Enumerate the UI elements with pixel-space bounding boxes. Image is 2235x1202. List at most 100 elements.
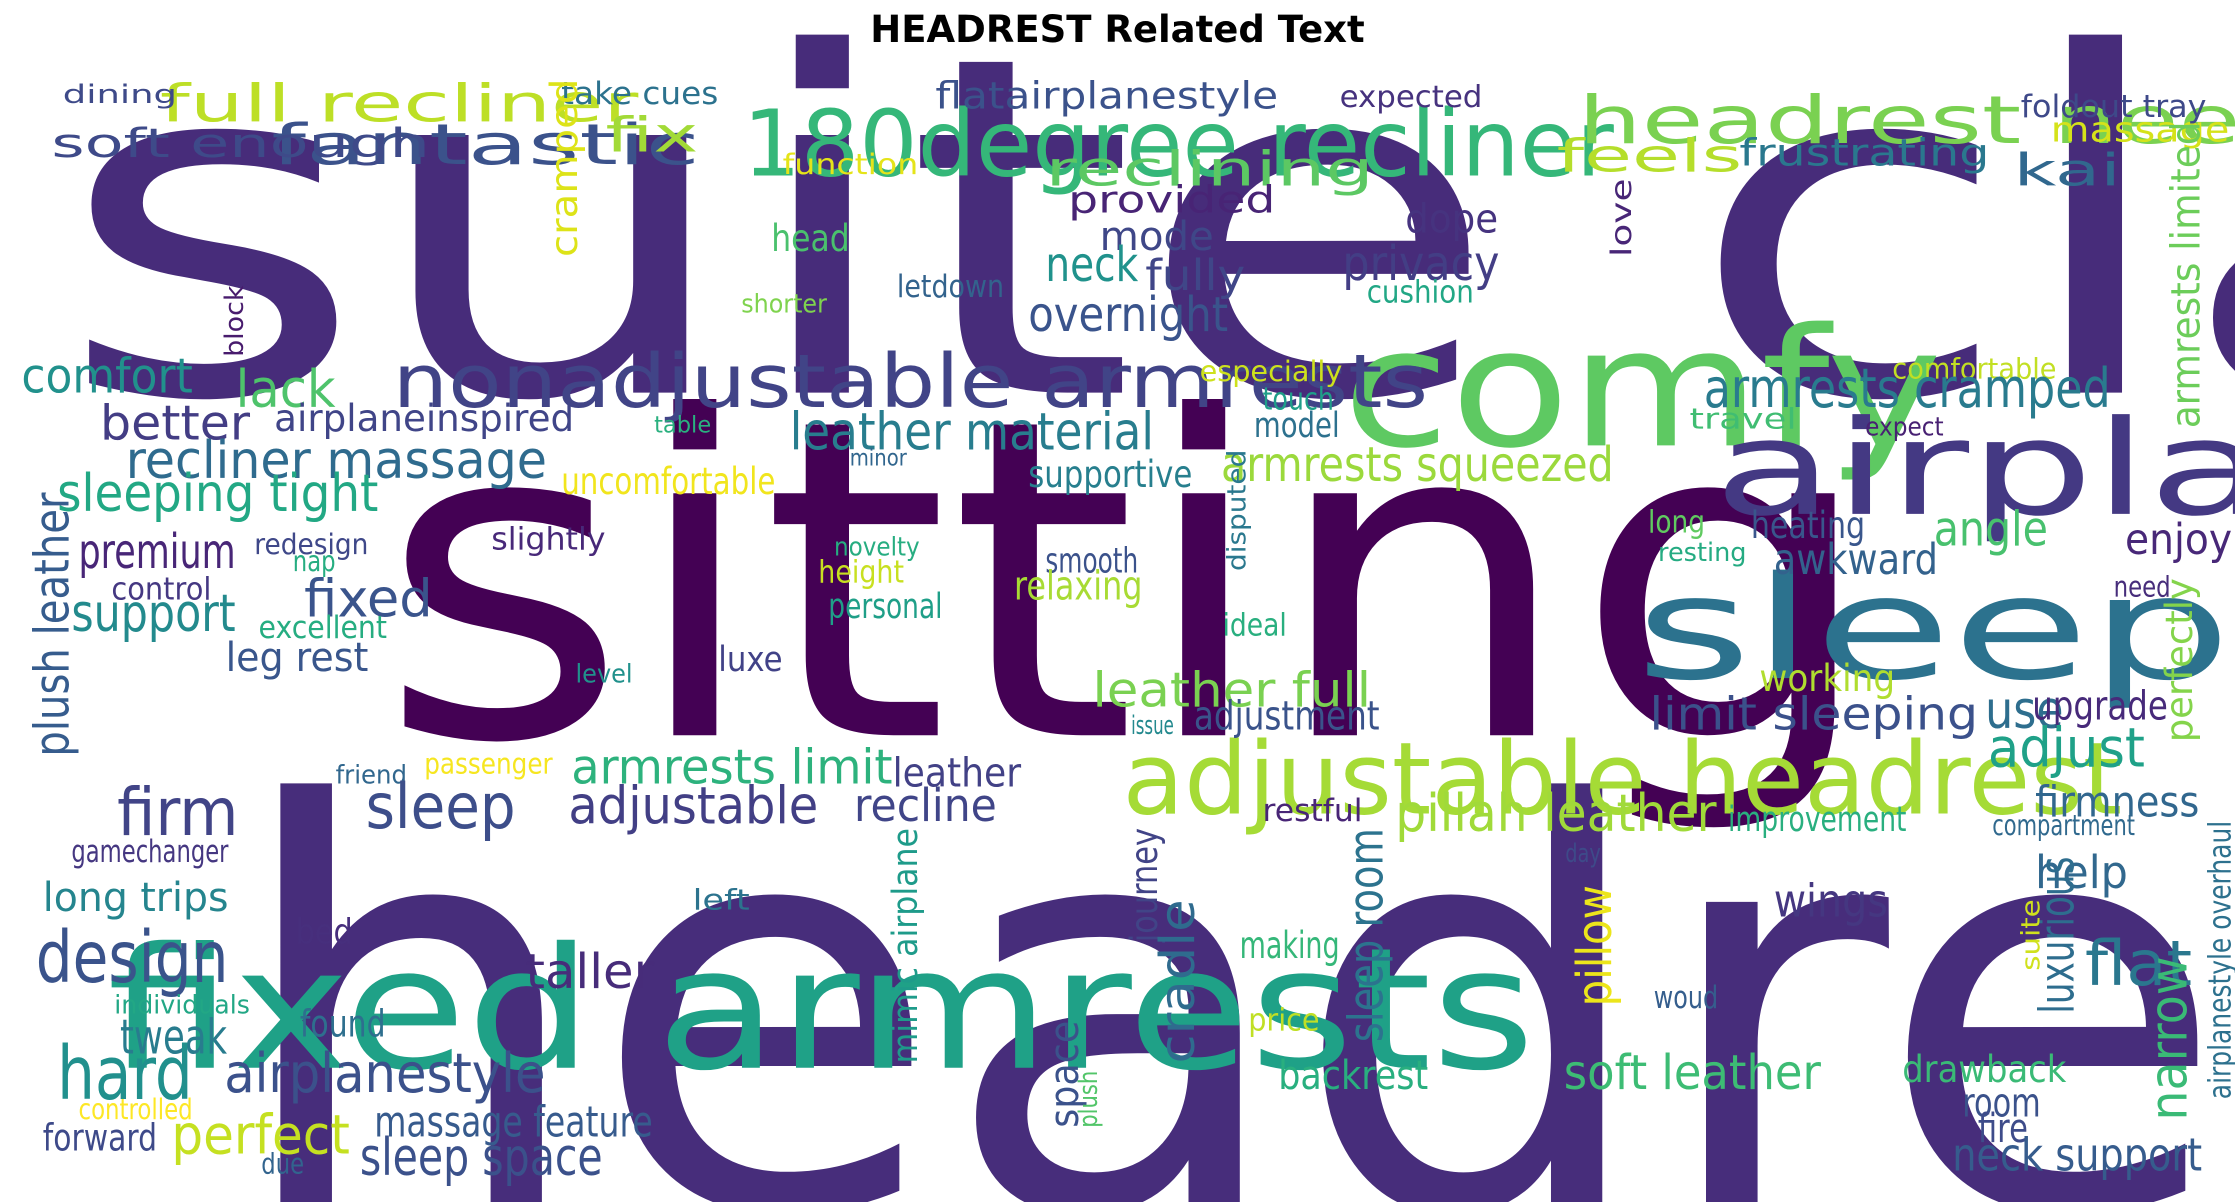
word-cloud-term: firmness — [2035, 778, 2199, 828]
word-cloud-term: expect — [1865, 412, 1944, 442]
word-cloud-term: excellent — [259, 610, 388, 646]
word-cloud-term: leather full — [1093, 663, 1372, 719]
word-cloud-term: headrest — [229, 690, 2235, 1202]
word-cloud-term: block — [220, 285, 250, 357]
word-cloud-term: bed — [296, 913, 353, 953]
word-cloud-term: touch — [1263, 382, 1334, 418]
word-cloud-term: restful — [1263, 793, 1363, 829]
word-cloud-term: suite — [2016, 899, 2046, 970]
word-cloud-term: leather — [893, 751, 1022, 797]
word-cloud-term: need — [2114, 570, 2171, 604]
word-cloud-term: perfectly — [2158, 578, 2201, 742]
word-cloud-term: suite class — [57, 0, 2235, 505]
word-cloud-term: sleep room — [1338, 828, 1394, 1042]
word-cloud-term: armrests limited — [2163, 121, 2209, 428]
word-cloud-term: provided — [1068, 179, 1275, 222]
word-cloud-term: sitting — [379, 325, 1879, 840]
word-cloud-term: novelty — [834, 532, 920, 562]
word-cloud-term: take cues — [561, 76, 718, 112]
word-cloud-term: luxe — [718, 640, 782, 680]
word-cloud-term: kai — [2014, 146, 2121, 197]
word-cloud-term: airplaneinspired — [274, 397, 574, 440]
word-cloud-term: massage feature — [374, 1097, 653, 1147]
word-cloud-term: neck — [1045, 237, 1138, 293]
word-cloud-term: due — [261, 1146, 304, 1180]
word-cloud-term: head — [771, 217, 850, 260]
word-cloud-term: limit sleeping — [1650, 688, 1979, 741]
word-cloud-term: left — [693, 882, 750, 916]
word-cloud-term: perfect — [171, 1104, 350, 1167]
word-cloud-term: ideal — [1223, 607, 1287, 643]
word-cloud-term: soft leather — [1564, 1045, 1821, 1101]
word-cloud-term: tweak — [120, 1010, 227, 1066]
word-cloud-term: pillah leather — [1395, 784, 1717, 844]
word-cloud-term: adjustable headrest — [1123, 721, 2123, 838]
word-cloud-term: airplanestyle overhaul — [2203, 821, 2235, 1099]
word-cloud-term: awkward — [1774, 535, 1938, 585]
word-cloud-term: day — [1565, 839, 1601, 869]
word-cloud-term: armrests squeezed — [1221, 437, 1614, 493]
word-cloud-term: fantastic — [271, 113, 699, 178]
word-cloud-term: enjoy — [2125, 515, 2232, 565]
word-cloud-term: taller — [526, 944, 655, 1000]
word-cloud-term: plush — [1074, 1071, 1104, 1128]
word-cloud-term: heating — [1751, 504, 1865, 547]
word-cloud-term: compartment — [1992, 808, 2135, 842]
chart-title: HEADREST Related Text — [870, 8, 1365, 51]
word-cloud-term: reclining — [1045, 142, 1374, 198]
word-cloud-term: recliner massage — [126, 431, 547, 491]
word-cloud-term: luxurious — [2030, 857, 2086, 1014]
word-cloud-term: slightly — [491, 522, 605, 558]
word-cloud-term: making — [1240, 924, 1340, 967]
word-cloud-term: working — [1759, 657, 1895, 700]
word-cloud-term: feels — [1557, 129, 1743, 182]
word-cloud-term: model — [1254, 406, 1340, 446]
word-cloud-term: backrest — [1278, 1053, 1428, 1099]
word-cloud-term: soft enough — [51, 121, 430, 167]
word-cloud-term: airplanestyle — [224, 1042, 545, 1105]
word-cloud-term: use — [1985, 681, 2064, 741]
word-cloud-term: adjustable — [568, 777, 818, 837]
word-cloud-term: fixed armrests — [107, 912, 1535, 1108]
word-cloud-term: massage — [2051, 110, 2230, 150]
word-cloud-term: expected — [1340, 80, 1483, 115]
word-cloud-term: comfortable — [1892, 351, 2056, 385]
word-cloud-term: headrest needs — [1578, 83, 2235, 159]
word-cloud-term: firm — [117, 775, 238, 851]
word-cloud-term: lack — [236, 360, 336, 420]
word-cloud-term: fixed — [304, 570, 433, 630]
word-cloud-term: flat — [2085, 927, 2192, 1000]
word-cloud-term: overnight — [1028, 287, 1228, 343]
word-cloud-term: gamechanger — [71, 834, 228, 870]
word-cloud-term: dope — [1405, 197, 1498, 243]
word-cloud-term: table — [654, 413, 711, 439]
word-cloud-term: leg rest — [226, 635, 369, 681]
word-cloud-term: travel — [1690, 401, 1797, 435]
word-cloud-term: adjust — [1988, 717, 2145, 780]
word-cloud-term: wings — [1774, 875, 1888, 928]
word-cloud-term: support — [71, 584, 235, 644]
word-cloud-term: improvement — [1728, 800, 1907, 840]
word-cloud-term: journey — [1123, 828, 1166, 943]
word-cloud-term: uncomfortable — [561, 460, 775, 503]
word-cloud-term: friend — [336, 761, 407, 791]
word-cloud-term: foldout tray — [2021, 89, 2207, 125]
word-cloud-term: help — [2035, 846, 2128, 899]
word-cloud-term: nonadjustable armrests — [393, 339, 1428, 425]
word-cloud-term: issue — [1131, 711, 1174, 741]
word-cloud-term: space — [1042, 1021, 1088, 1128]
word-cloud-term: comfy — [1342, 293, 1942, 484]
word-cloud-term: sleep space — [360, 1128, 603, 1188]
word-cloud-term: minor — [850, 445, 908, 471]
word-cloud-term: control — [111, 572, 211, 608]
word-cloud-term: function — [783, 147, 919, 181]
word-cloud-term: fire — [1978, 1106, 2028, 1152]
word-cloud-term: cushion — [1367, 275, 1474, 311]
word-cloud-term: sleep — [366, 770, 516, 843]
word-cloud-term: supportive — [1028, 453, 1192, 496]
word-cloud-term: mode — [1100, 214, 1214, 260]
word-cloud-term: disputed — [1222, 450, 1252, 571]
word-cloud-term: long trips — [43, 875, 229, 921]
word-cloud-term: airplane — [1714, 392, 2235, 545]
word-cloud-term: recline — [854, 779, 997, 832]
